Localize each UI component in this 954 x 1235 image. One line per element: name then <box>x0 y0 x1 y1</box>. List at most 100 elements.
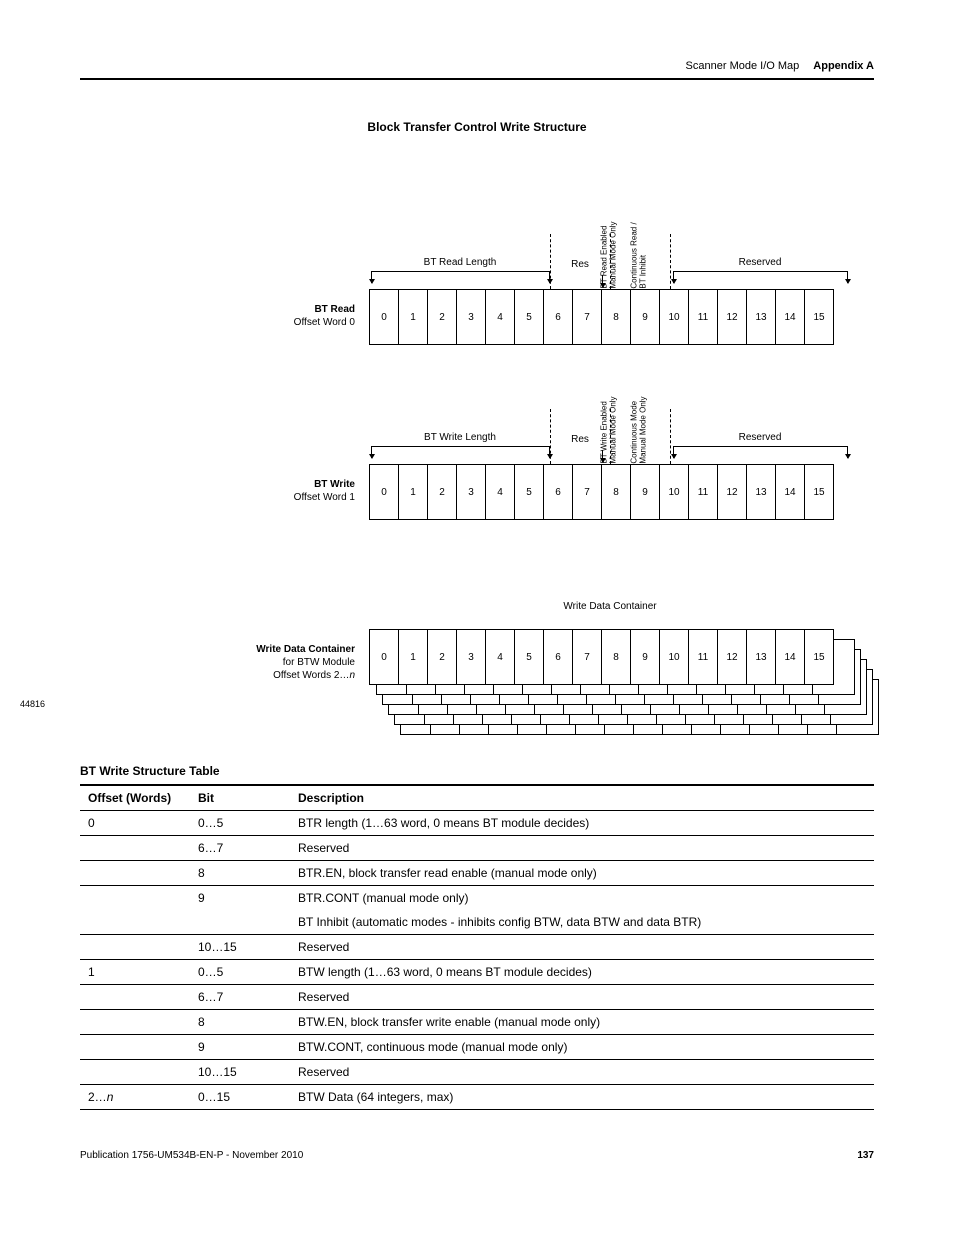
bit-cell: 13 <box>746 629 776 685</box>
table-row: 2…n0…15BTW Data (64 integers, max) <box>80 1085 874 1110</box>
table-row: 6…7Reserved <box>80 985 874 1010</box>
cell-bit: 8 <box>190 861 290 886</box>
table-row: 00…5BTR length (1…63 word, 0 means BT mo… <box>80 811 874 836</box>
bit-cell: 2 <box>427 464 457 520</box>
cell-description: Reserved <box>290 935 874 960</box>
cell-bit: 8 <box>190 1010 290 1035</box>
table-row: 9BTW.CONT, continuous mode (manual mode … <box>80 1035 874 1060</box>
page-footer: Publication 1756-UM534B-EN-P - November … <box>80 1150 874 1161</box>
bit-cell: 5 <box>514 289 544 345</box>
cell-description: Reserved <box>290 836 874 861</box>
bit-cell: 11 <box>688 289 718 345</box>
publication-id: Publication 1756-UM534B-EN-P - November … <box>80 1150 303 1161</box>
table-row: 8BTR.EN, block transfer read enable (man… <box>80 861 874 886</box>
bit-cell: 7 <box>572 289 602 345</box>
bit-cell: 8 <box>601 289 631 345</box>
bit-cell: 13 <box>746 464 776 520</box>
block-transfer-diagram: BT ReadOffset Word 001234567891011121314… <box>80 174 874 764</box>
cell-bit: 10…15 <box>190 935 290 960</box>
brace-label: BT Read Length <box>410 257 510 268</box>
running-header: Scanner Mode I/O Map Appendix A <box>80 60 874 80</box>
vertical-bit-label: BT Read EnabledManual Mode Only <box>600 221 618 288</box>
cell-offset: 2…n <box>80 1085 190 1110</box>
bit-cell: 10 <box>659 629 689 685</box>
bit-cell: 15 <box>804 464 834 520</box>
bit-cell: 6 <box>543 629 573 685</box>
bit-cell: 9 <box>630 629 660 685</box>
bit-cell: 8 <box>601 464 631 520</box>
bit-cell: 6 <box>543 289 573 345</box>
bit-cell: 14 <box>775 629 805 685</box>
cell-description: Reserved <box>290 1060 874 1085</box>
bit-cell: 6 <box>543 464 573 520</box>
figure-ref: 44816 <box>20 699 45 709</box>
cell-bit: 0…5 <box>190 960 290 985</box>
cell-offset: 1 <box>80 960 190 985</box>
bit-cell: 12 <box>717 289 747 345</box>
bit-cell: 14 <box>775 289 805 345</box>
bit-cell: 8 <box>601 629 631 685</box>
bit-cell: 1 <box>398 289 428 345</box>
col-description: Description <box>290 785 874 811</box>
header-appendix: Appendix A <box>813 60 874 72</box>
cell-description: BTW.EN, block transfer write enable (man… <box>290 1010 874 1035</box>
cell-bit: 10…15 <box>190 1060 290 1085</box>
cell-description: BTW.CONT, continuous mode (manual mode o… <box>290 1035 874 1060</box>
cell-description: BTR length (1…63 word, 0 means BT module… <box>290 811 874 836</box>
vertical-bit-label: BT Write EnabledManual Mode Only <box>600 396 618 463</box>
bit-cell: 12 <box>717 629 747 685</box>
brace-label: BT Write Length <box>410 432 510 443</box>
cell-bit: 6…7 <box>190 836 290 861</box>
cell-offset <box>80 1035 190 1060</box>
bit-cell: 2 <box>427 629 457 685</box>
bit-cell: 11 <box>688 629 718 685</box>
bit-cell: 10 <box>659 464 689 520</box>
bit-cell: 15 <box>804 289 834 345</box>
vertical-bit-label: Continuous ModeManual Mode Only <box>630 396 648 463</box>
figure-title: Block Transfer Control Write Structure <box>80 120 874 134</box>
col-offset-words: Offset (Words) <box>80 785 190 811</box>
bit-cell: 4 <box>485 289 515 345</box>
vertical-bit-label: Continuous Read /BT Inhibit <box>630 222 648 288</box>
bit-cell: 3 <box>456 289 486 345</box>
word-row-label: BT WriteOffset Word 1 <box>195 478 355 504</box>
word-row-label: Write Data Containerfor BTW ModuleOffset… <box>195 643 355 682</box>
header-section: Scanner Mode I/O Map <box>686 60 800 72</box>
bit-cell: 15 <box>804 629 834 685</box>
bit-cell: 1 <box>398 464 428 520</box>
cell-bit: 6…7 <box>190 985 290 1010</box>
table-row: 10…15Reserved <box>80 1060 874 1085</box>
word-row-label: BT ReadOffset Word 0 <box>195 303 355 329</box>
cell-description: Reserved <box>290 985 874 1010</box>
cell-description: BTW length (1…63 word, 0 means BT module… <box>290 960 874 985</box>
bit-cell: 11 <box>688 464 718 520</box>
table-row: 9BTR.CONT (manual mode only)BT Inhibit (… <box>80 886 874 935</box>
bit-cell: 7 <box>572 464 602 520</box>
bit-cell: 5 <box>514 464 544 520</box>
table-row: 6…7Reserved <box>80 836 874 861</box>
cell-description: BTW Data (64 integers, max) <box>290 1085 874 1110</box>
brace-label: Reserved <box>710 432 810 443</box>
bit-cell: 9 <box>630 289 660 345</box>
table-row: 10…5BTW length (1…63 word, 0 means BT mo… <box>80 960 874 985</box>
page-number: 137 <box>857 1150 874 1161</box>
table-row: 10…15Reserved <box>80 935 874 960</box>
container-label: Write Data Container <box>530 601 690 612</box>
bit-cell: 4 <box>485 464 515 520</box>
table-title: BT Write Structure Table <box>80 764 874 778</box>
cell-description: BTR.EN, block transfer read enable (manu… <box>290 861 874 886</box>
word-row: 0123456789101112131415 <box>370 289 834 345</box>
bit-cell: 0 <box>369 629 399 685</box>
cell-offset <box>80 1010 190 1035</box>
bit-cell: 3 <box>456 464 486 520</box>
cell-offset <box>80 886 190 935</box>
bit-cell: 14 <box>775 464 805 520</box>
bit-cell: 0 <box>369 289 399 345</box>
cell-bit: 0…5 <box>190 811 290 836</box>
cell-offset <box>80 985 190 1010</box>
bit-cell: 2 <box>427 289 457 345</box>
bit-cell: 1 <box>398 629 428 685</box>
word-row: 0123456789101112131415 <box>370 464 834 520</box>
cell-offset <box>80 935 190 960</box>
cell-offset <box>80 861 190 886</box>
